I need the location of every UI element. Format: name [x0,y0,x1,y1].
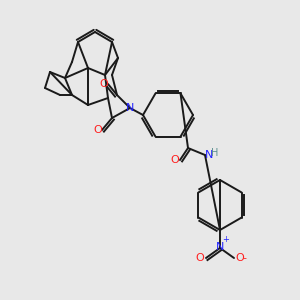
Text: O: O [171,155,179,165]
Text: H: H [211,148,219,158]
Text: -: - [242,253,246,263]
Text: O: O [196,253,204,263]
Text: N: N [205,150,213,160]
Text: +: + [223,236,230,244]
Text: N: N [126,103,134,113]
Text: O: O [236,253,244,263]
Text: N: N [216,242,224,252]
Text: O: O [94,125,102,135]
Text: O: O [100,79,108,89]
